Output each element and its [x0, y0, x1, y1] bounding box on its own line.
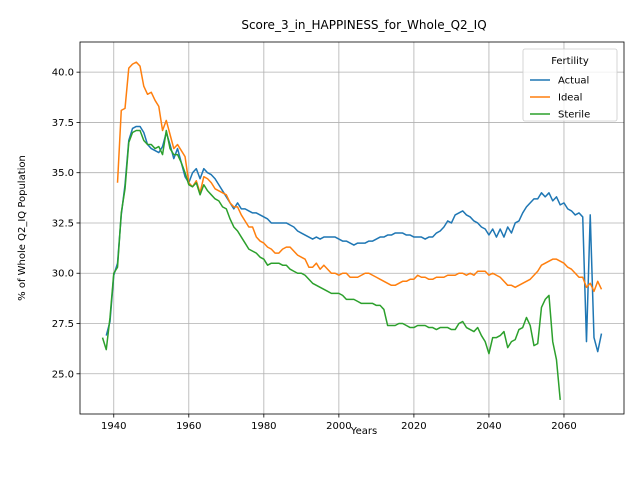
plot-area-frame [79, 41, 625, 415]
y-tick-label: 30.0 [52, 269, 74, 280]
x-tick-label: 2000 [326, 421, 351, 432]
y-tick-label: 25.0 [52, 369, 74, 380]
legend-label-actual: Actual [558, 76, 589, 87]
y-tick-label: 37.5 [52, 118, 74, 129]
x-tick-label: 1940 [101, 421, 126, 432]
x-axis-label: Years [350, 426, 377, 437]
chart-title: Score_3_in_HAPPINESS_for_Whole_Q2_IQ [241, 18, 486, 32]
y-axis: 25.0 27.5 30.0 32.5 35.0 37.5 40.0 [52, 68, 80, 380]
legend-box [522, 48, 618, 122]
legend-title: Fertility [551, 56, 589, 67]
x-tick-label: 2040 [476, 421, 501, 432]
series-line-sterile [101, 129, 561, 400]
y-axis-label: % of Whole Q2_IQ Population [17, 155, 28, 301]
legend-label-sterile: Sterile [558, 110, 590, 121]
y-tick-label: 35.0 [52, 168, 74, 179]
y-tick-label: 27.5 [52, 319, 74, 330]
legend-label-ideal: Ideal [558, 93, 582, 104]
x-tick-label: 2020 [401, 421, 426, 432]
legend: Fertility Actual Ideal Sterile [522, 48, 618, 122]
x-axis: 1940 1960 1980 2000 2020 2040 2060 [101, 414, 577, 432]
y-tick-label: 40.0 [52, 68, 74, 79]
series-layer [101, 61, 603, 400]
y-tick-label: 32.5 [52, 218, 74, 229]
grid-lines [80, 42, 624, 414]
x-tick-label: 1960 [176, 421, 201, 432]
x-tick-label: 2060 [551, 421, 576, 432]
x-tick-label: 1980 [251, 421, 276, 432]
